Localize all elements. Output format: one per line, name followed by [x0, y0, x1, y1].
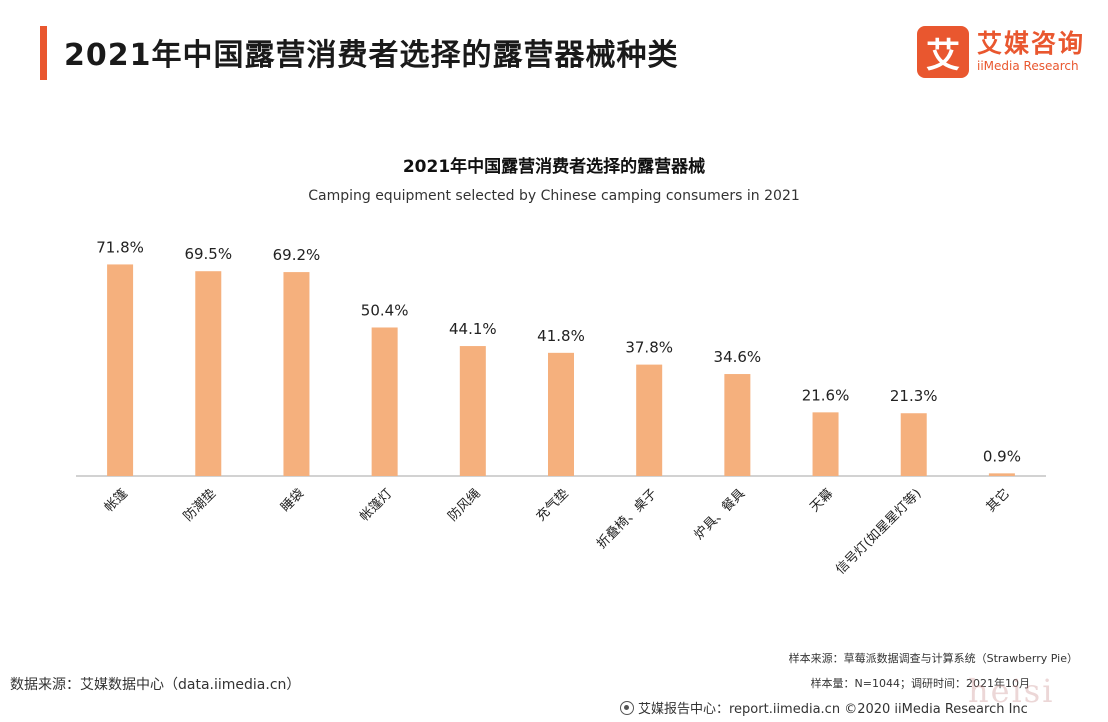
category-label-6: 折叠椅、桌子 [594, 486, 660, 552]
sample-size: 样本量：N=1044；调研时间：2021年10月 [810, 677, 1030, 690]
chart-subtitle: Camping equipment selected by Chinese ca… [308, 188, 800, 204]
bar-3 [371, 327, 398, 476]
page-title: 2021年中国露营消费者选择的露营器械种类 [64, 38, 679, 73]
category-label-4: 防风绳 [445, 486, 484, 525]
category-label-3: 帐篷灯 [357, 486, 395, 524]
value-label-2: 69.2% [273, 246, 321, 264]
sample-source: 样本来源：草莓派数据调查与计算系统（Strawberry Pie） [788, 652, 1078, 665]
bar-9 [900, 413, 927, 476]
category-label-7: 炉具、餐具 [691, 486, 748, 543]
category-label-8: 天幕 [807, 486, 836, 515]
category-label-2: 睡袋 [278, 486, 307, 515]
category-label-1: 防潮垫 [180, 486, 219, 525]
value-label-8: 21.6% [802, 386, 850, 404]
bar-10 [988, 473, 1015, 476]
value-label-0: 71.8% [96, 238, 144, 256]
logo-cn: 艾媒咨询 [977, 29, 1086, 58]
watermark: heisi [968, 672, 1055, 710]
value-label-10: 0.9% [983, 447, 1021, 465]
value-label-6: 37.8% [625, 339, 673, 357]
logo-mark: 艾 [917, 26, 969, 78]
bar-8 [812, 412, 839, 476]
value-label-9: 21.3% [890, 387, 938, 405]
header-accent-bar [40, 26, 47, 80]
value-label-1: 69.5% [184, 245, 232, 263]
data-source: 数据来源：艾媒数据中心（data.iimedia.cn） [10, 677, 301, 693]
bar-0 [107, 264, 134, 476]
bar-4 [459, 346, 486, 476]
bar-6 [636, 364, 663, 476]
category-label-0: 帐篷 [102, 486, 131, 515]
chart-title: 2021年中国露营消费者选择的露营器械 [402, 157, 706, 177]
logo-text: 艾媒咨询 iiMedia Research [977, 30, 1085, 74]
category-label-10: 其它 [983, 486, 1013, 516]
category-label-9: 信号灯(如星星灯等) [833, 486, 925, 578]
value-label-3: 50.4% [361, 301, 409, 319]
value-label-4: 44.1% [449, 320, 497, 338]
bar-7 [724, 374, 751, 476]
report-text: 艾媒报告中心：report.iimedia.cn ©2020 iiMedia R… [638, 702, 1028, 717]
bar-5 [548, 352, 574, 476]
iimedia-logo: 艾 艾媒咨询 iiMedia Research [917, 26, 1085, 78]
report-footer: 艾媒报告中心：report.iimedia.cn ©2020 iiMedia R… [620, 698, 1028, 717]
report-center-icon [620, 700, 634, 715]
logo-en: iiMedia Research [977, 59, 1079, 73]
bar-1 [195, 271, 222, 476]
value-label-7: 34.6% [714, 348, 762, 366]
value-label-5: 41.8% [537, 327, 585, 345]
bar-2 [283, 272, 310, 476]
category-label-5: 充气垫 [533, 486, 572, 525]
